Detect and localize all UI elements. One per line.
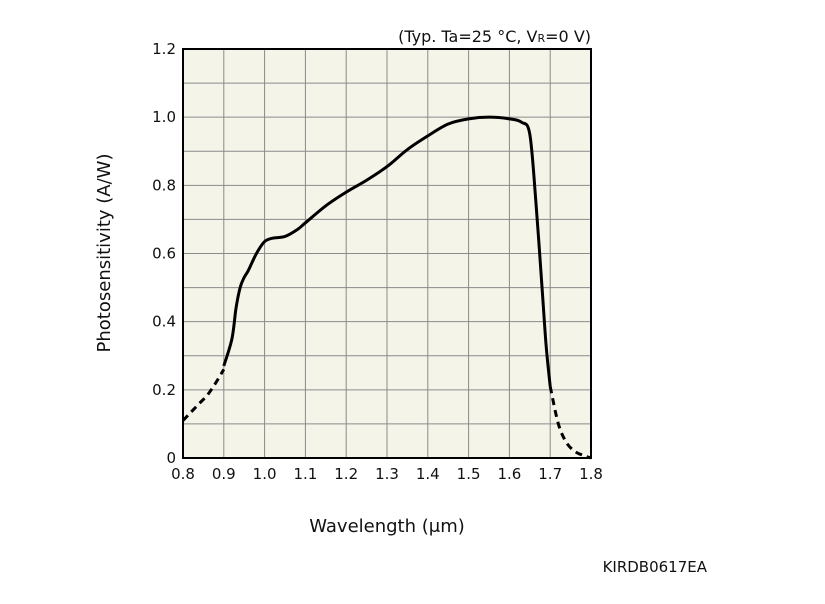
x-tick-label: 1.0 — [253, 465, 277, 483]
series-group — [181, 115, 592, 460]
x-tick-labels: 0.8 0.9 1.0 1.1 1.2 1.3 1.4 1.5 1.6 1.7 1.8 — [171, 465, 603, 483]
x-tick-label: 1.7 — [538, 465, 562, 483]
y-tick-label: 0.8 — [152, 176, 176, 194]
y-tick-label: 1.0 — [152, 108, 176, 126]
x-tick-label: 0.8 — [171, 465, 195, 483]
y-axis-title: Photosensitivity (A/W) — [94, 154, 115, 353]
x-axis-title: Wavelength (μm) — [309, 516, 465, 537]
y-tick-label: 0.6 — [152, 245, 176, 263]
x-tick-label: 1.1 — [293, 465, 317, 483]
y-tick-label: 0.4 — [152, 313, 176, 331]
sensitivity-curve-dashed — [181, 368, 226, 422]
condition-note: (Typ. Ta=25 °C, VR=0 V) — [398, 27, 591, 46]
sensitivity-curve-solid — [222, 115, 552, 387]
x-tick-label: 1.2 — [334, 465, 358, 483]
plot-frame — [182, 48, 592, 459]
x-tick-label: 1.5 — [457, 465, 481, 483]
y-tick-labels: 0 0.2 0.4 0.6 0.8 1.0 1.2 — [152, 40, 176, 467]
figure-code: KIRDB0617EA — [603, 558, 708, 576]
x-tick-label: 1.4 — [416, 465, 440, 483]
x-tick-label: 1.8 — [579, 465, 603, 483]
sensitivity-curve-dashed — [548, 386, 592, 460]
y-tick-label: 0.2 — [152, 381, 176, 399]
x-tick-label: 1.6 — [497, 465, 521, 483]
grid — [183, 49, 591, 458]
x-tick-label: 1.3 — [375, 465, 399, 483]
y-tick-label: 1.2 — [152, 40, 176, 58]
y-tick-label: 0 — [166, 449, 176, 467]
x-tick-label: 0.9 — [212, 465, 236, 483]
